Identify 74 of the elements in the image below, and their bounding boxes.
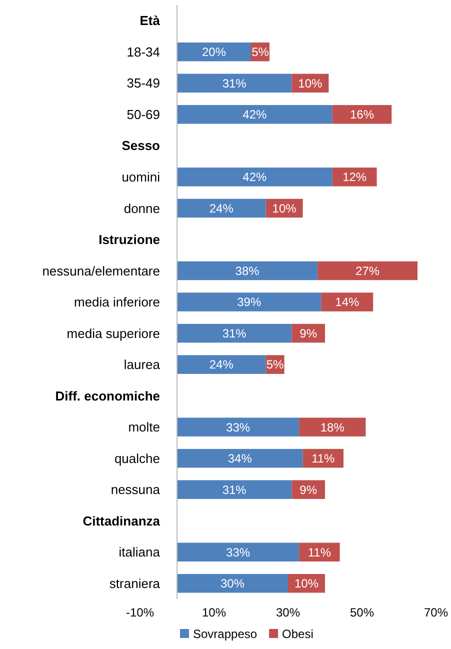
data-label: 20% bbox=[202, 45, 226, 60]
data-label: 31% bbox=[222, 482, 247, 497]
data-label: 14% bbox=[335, 295, 360, 310]
x-tick-label: 50% bbox=[350, 606, 374, 620]
data-label: 27% bbox=[356, 264, 380, 278]
data-label: 33% bbox=[226, 545, 250, 560]
bar bbox=[318, 261, 418, 280]
bar bbox=[177, 42, 251, 62]
y-tick-label: Istruzione bbox=[98, 232, 160, 248]
y-tick-label: 18-34 bbox=[126, 44, 160, 60]
data-label: 24% bbox=[209, 201, 234, 216]
data-label: 16% bbox=[350, 108, 374, 122]
data-label: 18% bbox=[320, 420, 345, 434]
bar bbox=[177, 448, 303, 468]
data-label: 31% bbox=[222, 326, 247, 340]
y-tick-label: laurea bbox=[124, 357, 161, 372]
bar bbox=[332, 168, 377, 186]
legend-label: Sovrappeso bbox=[193, 627, 258, 641]
y-tick-label: molte bbox=[128, 420, 160, 435]
bar bbox=[177, 480, 292, 499]
bar bbox=[321, 292, 374, 312]
data-label: 5% bbox=[266, 358, 284, 372]
bar bbox=[177, 324, 292, 343]
y-tick-label: media inferiore bbox=[74, 294, 160, 310]
data-label: 39% bbox=[237, 295, 262, 310]
x-tick-label: 30% bbox=[276, 606, 300, 620]
data-label: 10% bbox=[272, 201, 297, 216]
y-tick-label: nessuna bbox=[110, 482, 161, 498]
data-label: 12% bbox=[342, 170, 367, 184]
data-label: 24% bbox=[209, 358, 234, 372]
data-label: 42% bbox=[242, 108, 268, 122]
x-tick-label: -10% bbox=[126, 606, 154, 620]
bar bbox=[177, 261, 318, 280]
y-tick-label: italiana bbox=[118, 544, 161, 560]
y-tick-label: Cittadinanza bbox=[82, 513, 161, 528]
y-tick-label: 50-69 bbox=[126, 106, 160, 122]
data-label: 31% bbox=[222, 76, 247, 90]
y-tick-label: 35-49 bbox=[126, 76, 160, 91]
bar bbox=[332, 105, 392, 124]
bar bbox=[177, 355, 266, 374]
x-tick-label: 10% bbox=[202, 606, 226, 620]
y-tick-label: Diff. economiche bbox=[55, 388, 160, 404]
data-label: 9% bbox=[300, 482, 318, 497]
bar bbox=[177, 542, 300, 562]
data-label: 30% bbox=[220, 576, 245, 591]
y-tick-label: nessuna/elementare bbox=[42, 263, 160, 278]
y-tick-label: donne bbox=[124, 200, 160, 216]
bar bbox=[299, 542, 340, 562]
bar bbox=[177, 574, 288, 593]
bar bbox=[177, 292, 322, 312]
data-label: 11% bbox=[308, 545, 332, 560]
bar bbox=[177, 105, 332, 124]
data-label: 11% bbox=[312, 452, 336, 466]
bar bbox=[177, 418, 300, 436]
y-tick-label: Sesso bbox=[122, 138, 160, 154]
data-label: 10% bbox=[294, 576, 319, 591]
y-tick-label: media superiore bbox=[66, 326, 160, 341]
y-tick-label: uomini bbox=[122, 169, 160, 184]
y-tick-label: qualche bbox=[114, 450, 160, 466]
bar bbox=[177, 74, 292, 93]
data-label: 5% bbox=[252, 45, 270, 60]
data-label: 10% bbox=[298, 76, 323, 90]
bar bbox=[177, 198, 266, 218]
x-tick-label: 70% bbox=[424, 606, 448, 620]
data-label: 38% bbox=[235, 264, 260, 278]
data-label: 42% bbox=[242, 170, 268, 184]
bar bbox=[177, 168, 332, 186]
y-tick-label: Età bbox=[140, 13, 161, 28]
bar bbox=[299, 418, 366, 436]
data-label: 33% bbox=[226, 420, 250, 434]
legend-label: Obesi bbox=[282, 627, 314, 641]
y-tick-label: straniera bbox=[109, 576, 161, 591]
data-label: 34% bbox=[228, 452, 252, 466]
data-label: 9% bbox=[300, 326, 318, 340]
